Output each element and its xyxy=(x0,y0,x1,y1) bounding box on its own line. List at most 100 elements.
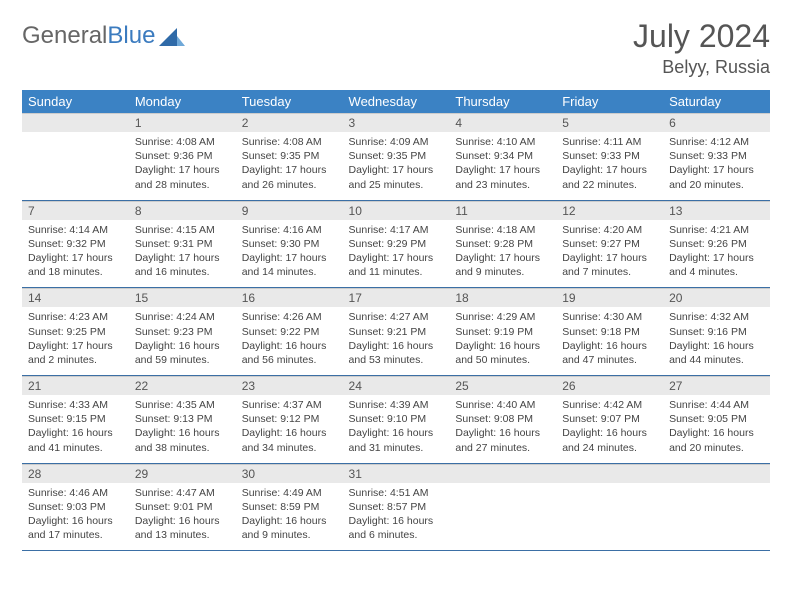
day-body: Sunrise: 4:18 AMSunset: 9:28 PMDaylight:… xyxy=(449,220,556,288)
day-cell: 5Sunrise: 4:11 AMSunset: 9:33 PMDaylight… xyxy=(556,113,663,200)
day-header: Friday xyxy=(556,90,663,113)
sunrise-line: Sunrise: 4:26 AM xyxy=(242,310,337,324)
day-body: Sunrise: 4:11 AMSunset: 9:33 PMDaylight:… xyxy=(556,132,663,200)
day-body: Sunrise: 4:12 AMSunset: 9:33 PMDaylight:… xyxy=(663,132,770,200)
daylight-line: Daylight: 16 hours and 13 minutes. xyxy=(135,514,230,542)
sunrise-line: Sunrise: 4:51 AM xyxy=(349,486,444,500)
day-body: Sunrise: 4:20 AMSunset: 9:27 PMDaylight:… xyxy=(556,220,663,288)
day-cell xyxy=(449,463,556,551)
sunrise-line: Sunrise: 4:23 AM xyxy=(28,310,123,324)
day-cell: 4Sunrise: 4:10 AMSunset: 9:34 PMDaylight… xyxy=(449,113,556,200)
sunrise-line: Sunrise: 4:39 AM xyxy=(349,398,444,412)
day-body: Sunrise: 4:51 AMSunset: 8:57 PMDaylight:… xyxy=(343,483,450,551)
day-number: 5 xyxy=(556,113,663,132)
day-body: Sunrise: 4:46 AMSunset: 9:03 PMDaylight:… xyxy=(22,483,129,551)
sunrise-line: Sunrise: 4:15 AM xyxy=(135,223,230,237)
sunset-line: Sunset: 9:15 PM xyxy=(28,412,123,426)
day-body-empty xyxy=(663,483,770,541)
day-number: 1 xyxy=(129,113,236,132)
day-number: 14 xyxy=(22,288,129,307)
day-header: Sunday xyxy=(22,90,129,113)
daylight-line: Daylight: 16 hours and 24 minutes. xyxy=(562,426,657,454)
sunset-line: Sunset: 9:32 PM xyxy=(28,237,123,251)
sunset-line: Sunset: 9:31 PM xyxy=(135,237,230,251)
sunset-line: Sunset: 9:35 PM xyxy=(242,149,337,163)
sunset-line: Sunset: 9:36 PM xyxy=(135,149,230,163)
logo-text-blue: Blue xyxy=(107,22,155,50)
daylight-line: Daylight: 17 hours and 9 minutes. xyxy=(455,251,550,279)
sunrise-line: Sunrise: 4:18 AM xyxy=(455,223,550,237)
day-number: 16 xyxy=(236,288,343,307)
day-body: Sunrise: 4:42 AMSunset: 9:07 PMDaylight:… xyxy=(556,395,663,463)
daylight-line: Daylight: 17 hours and 11 minutes. xyxy=(349,251,444,279)
daylight-line: Daylight: 17 hours and 20 minutes. xyxy=(669,163,764,191)
day-header: Tuesday xyxy=(236,90,343,113)
day-cell: 2Sunrise: 4:08 AMSunset: 9:35 PMDaylight… xyxy=(236,113,343,200)
week-row: 14Sunrise: 4:23 AMSunset: 9:25 PMDayligh… xyxy=(22,288,770,376)
day-cell xyxy=(22,113,129,200)
day-cell: 26Sunrise: 4:42 AMSunset: 9:07 PMDayligh… xyxy=(556,376,663,464)
day-cell: 9Sunrise: 4:16 AMSunset: 9:30 PMDaylight… xyxy=(236,200,343,288)
sunset-line: Sunset: 9:19 PM xyxy=(455,325,550,339)
day-number: 21 xyxy=(22,376,129,395)
sunrise-line: Sunrise: 4:27 AM xyxy=(349,310,444,324)
day-cell: 7Sunrise: 4:14 AMSunset: 9:32 PMDaylight… xyxy=(22,200,129,288)
daylight-line: Daylight: 17 hours and 16 minutes. xyxy=(135,251,230,279)
daylight-line: Daylight: 16 hours and 34 minutes. xyxy=(242,426,337,454)
sunset-line: Sunset: 9:30 PM xyxy=(242,237,337,251)
calendar-body: 1Sunrise: 4:08 AMSunset: 9:36 PMDaylight… xyxy=(22,113,770,551)
logo-triangle-icon xyxy=(159,26,185,46)
day-cell: 13Sunrise: 4:21 AMSunset: 9:26 PMDayligh… xyxy=(663,200,770,288)
day-number: 25 xyxy=(449,376,556,395)
sunset-line: Sunset: 9:18 PM xyxy=(562,325,657,339)
daylight-line: Daylight: 16 hours and 47 minutes. xyxy=(562,339,657,367)
day-body-empty xyxy=(556,483,663,541)
day-number: 24 xyxy=(343,376,450,395)
month-title: July 2024 xyxy=(633,18,770,55)
day-number: 31 xyxy=(343,464,450,483)
day-number: 13 xyxy=(663,201,770,220)
sunset-line: Sunset: 9:01 PM xyxy=(135,500,230,514)
day-number: 9 xyxy=(236,201,343,220)
day-cell: 17Sunrise: 4:27 AMSunset: 9:21 PMDayligh… xyxy=(343,288,450,376)
sunset-line: Sunset: 9:07 PM xyxy=(562,412,657,426)
daylight-line: Daylight: 17 hours and 28 minutes. xyxy=(135,163,230,191)
day-cell: 25Sunrise: 4:40 AMSunset: 9:08 PMDayligh… xyxy=(449,376,556,464)
day-cell: 19Sunrise: 4:30 AMSunset: 9:18 PMDayligh… xyxy=(556,288,663,376)
day-number-empty xyxy=(663,464,770,483)
day-body: Sunrise: 4:35 AMSunset: 9:13 PMDaylight:… xyxy=(129,395,236,463)
sunrise-line: Sunrise: 4:37 AM xyxy=(242,398,337,412)
day-body: Sunrise: 4:26 AMSunset: 9:22 PMDaylight:… xyxy=(236,307,343,375)
day-cell: 28Sunrise: 4:46 AMSunset: 9:03 PMDayligh… xyxy=(22,463,129,551)
day-number: 15 xyxy=(129,288,236,307)
day-header: Monday xyxy=(129,90,236,113)
sunset-line: Sunset: 8:57 PM xyxy=(349,500,444,514)
day-cell: 6Sunrise: 4:12 AMSunset: 9:33 PMDaylight… xyxy=(663,113,770,200)
day-cell: 14Sunrise: 4:23 AMSunset: 9:25 PMDayligh… xyxy=(22,288,129,376)
sunrise-line: Sunrise: 4:17 AM xyxy=(349,223,444,237)
sunrise-line: Sunrise: 4:10 AM xyxy=(455,135,550,149)
day-body: Sunrise: 4:27 AMSunset: 9:21 PMDaylight:… xyxy=(343,307,450,375)
daylight-line: Daylight: 16 hours and 6 minutes. xyxy=(349,514,444,542)
sunrise-line: Sunrise: 4:11 AM xyxy=(562,135,657,149)
day-number: 4 xyxy=(449,113,556,132)
day-number: 28 xyxy=(22,464,129,483)
sunrise-line: Sunrise: 4:46 AM xyxy=(28,486,123,500)
day-body: Sunrise: 4:08 AMSunset: 9:35 PMDaylight:… xyxy=(236,132,343,200)
sunset-line: Sunset: 9:28 PM xyxy=(455,237,550,251)
sunrise-line: Sunrise: 4:30 AM xyxy=(562,310,657,324)
sunrise-line: Sunrise: 4:09 AM xyxy=(349,135,444,149)
day-cell xyxy=(663,463,770,551)
day-body: Sunrise: 4:24 AMSunset: 9:23 PMDaylight:… xyxy=(129,307,236,375)
sunset-line: Sunset: 8:59 PM xyxy=(242,500,337,514)
location: Belyy, Russia xyxy=(633,57,770,78)
daylight-line: Daylight: 17 hours and 22 minutes. xyxy=(562,163,657,191)
day-number: 7 xyxy=(22,201,129,220)
week-row: 28Sunrise: 4:46 AMSunset: 9:03 PMDayligh… xyxy=(22,463,770,551)
sunrise-line: Sunrise: 4:08 AM xyxy=(242,135,337,149)
day-cell: 23Sunrise: 4:37 AMSunset: 9:12 PMDayligh… xyxy=(236,376,343,464)
day-body: Sunrise: 4:17 AMSunset: 9:29 PMDaylight:… xyxy=(343,220,450,288)
day-number: 2 xyxy=(236,113,343,132)
day-body: Sunrise: 4:39 AMSunset: 9:10 PMDaylight:… xyxy=(343,395,450,463)
day-number: 8 xyxy=(129,201,236,220)
